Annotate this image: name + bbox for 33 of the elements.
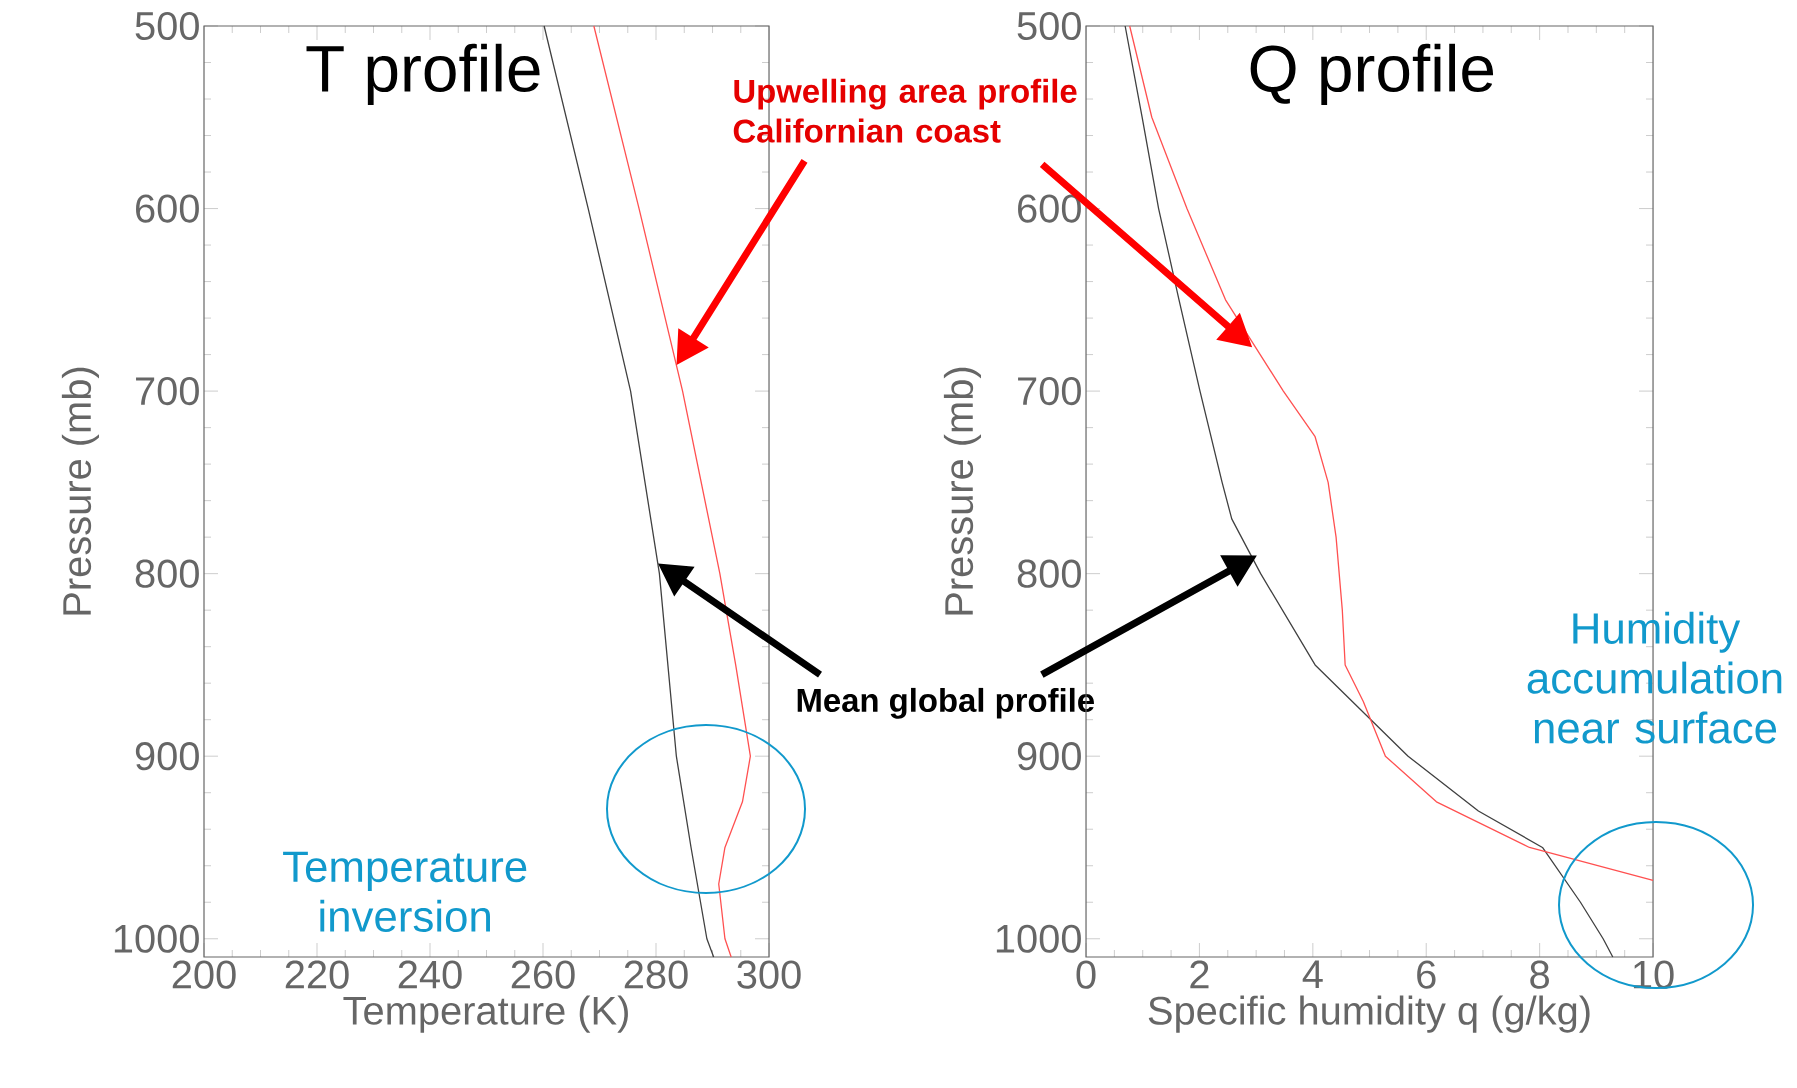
y-tick-label: 700 [1018, 376, 1081, 406]
x-tick-label: 200 [172, 960, 236, 989]
y-tick-label: 500 [135, 11, 199, 41]
y-tick-label: 600 [136, 194, 199, 223]
annotation: Humidity accumulation near surface [1527, 611, 1782, 744]
x-tick-label: 6 [1417, 960, 1436, 989]
y-axis-title: Pressure (mb) [943, 367, 982, 615]
chart-title: T profile [306, 43, 540, 106]
annotation: Upwelling area profile Californian coast [733, 78, 1077, 143]
x-tick-label: 0 [1076, 960, 1096, 989]
y-tick-label: 900 [1017, 742, 1081, 771]
y-tick-label: 1000 [114, 924, 199, 953]
x-tick-label: 220 [285, 960, 349, 989]
y-tick-label: 600 [1018, 194, 1081, 223]
x-tick-label: 240 [398, 960, 462, 989]
x-tick-label: 8 [1530, 960, 1549, 989]
x-tick-label: 2 [1190, 960, 1209, 989]
x-axis-title: Specific humidity q (g/kg) [1148, 995, 1590, 1033]
x-tick-label: 4 [1302, 960, 1323, 988]
x-tick-label: 260 [511, 960, 575, 989]
y-tick-label: 900 [135, 742, 199, 771]
y-tick-label: 800 [135, 559, 199, 588]
x-axis-title: Temperature (K) [343, 995, 628, 1033]
y-tick-label: 500 [1017, 11, 1081, 41]
annotation: Temperature inversion [283, 851, 527, 933]
y-tick-label: 700 [136, 376, 199, 406]
y-tick-label: 1000 [996, 924, 1081, 953]
y-axis-title: Pressure (mb) [61, 367, 99, 615]
x-tick-label: 280 [624, 960, 688, 989]
chart-title: Q profile [1250, 43, 1494, 106]
x-tick-label: 300 [737, 960, 801, 989]
annotation: Mean global profile [797, 687, 1094, 719]
y-tick-label: 800 [1017, 559, 1081, 588]
